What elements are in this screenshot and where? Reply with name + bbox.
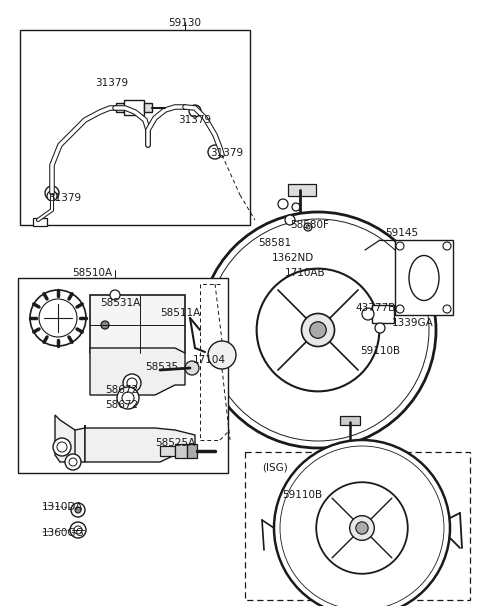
Circle shape: [362, 308, 374, 320]
Circle shape: [304, 223, 312, 231]
Circle shape: [65, 454, 81, 470]
Circle shape: [189, 105, 201, 117]
Circle shape: [110, 290, 120, 300]
Circle shape: [57, 442, 67, 452]
Circle shape: [117, 387, 139, 409]
Text: 58510A: 58510A: [72, 268, 112, 278]
Circle shape: [122, 392, 134, 404]
Circle shape: [301, 313, 335, 347]
Text: 58580F: 58580F: [290, 220, 329, 230]
Text: 58581: 58581: [258, 238, 291, 248]
Circle shape: [101, 321, 109, 329]
Polygon shape: [75, 428, 85, 462]
Bar: [124, 100, 144, 115]
Circle shape: [127, 378, 137, 388]
Circle shape: [71, 503, 85, 517]
Text: 31379: 31379: [210, 148, 243, 158]
Bar: [18, 278, 228, 473]
Circle shape: [208, 341, 236, 369]
Bar: [395, 240, 453, 315]
Circle shape: [375, 323, 385, 333]
Text: 1310DA: 1310DA: [42, 502, 84, 512]
Text: 1362ND: 1362ND: [272, 253, 314, 263]
Text: 43777B: 43777B: [355, 303, 395, 313]
Bar: [116, 103, 124, 112]
Polygon shape: [85, 425, 195, 462]
Text: (ISG): (ISG): [262, 462, 288, 472]
Ellipse shape: [409, 256, 439, 301]
Circle shape: [443, 305, 451, 313]
Circle shape: [443, 242, 451, 250]
Circle shape: [278, 199, 288, 209]
Circle shape: [45, 186, 59, 200]
Circle shape: [185, 361, 199, 375]
Circle shape: [74, 526, 82, 534]
Text: 58672: 58672: [105, 400, 138, 410]
Circle shape: [257, 268, 379, 391]
Circle shape: [280, 446, 444, 606]
Text: 59110B: 59110B: [360, 346, 400, 356]
Bar: [144, 103, 152, 112]
Circle shape: [396, 305, 404, 313]
Text: 1710AB: 1710AB: [285, 268, 325, 278]
Polygon shape: [90, 348, 185, 395]
Bar: [372, 305, 394, 323]
Circle shape: [310, 322, 326, 338]
Text: 58511A: 58511A: [160, 308, 200, 318]
Polygon shape: [55, 415, 78, 462]
Circle shape: [274, 440, 450, 606]
Text: 31379: 31379: [178, 115, 211, 125]
Circle shape: [53, 438, 71, 456]
Text: 58531A: 58531A: [100, 298, 140, 308]
Text: 31379: 31379: [48, 193, 81, 203]
Text: 58535: 58535: [145, 362, 178, 372]
Circle shape: [396, 242, 404, 250]
Circle shape: [69, 458, 77, 466]
Bar: [340, 416, 360, 425]
Circle shape: [200, 212, 436, 448]
Bar: [175, 444, 187, 458]
Circle shape: [356, 522, 368, 534]
Circle shape: [70, 522, 86, 538]
Circle shape: [349, 516, 374, 541]
Circle shape: [316, 482, 408, 574]
Circle shape: [123, 374, 141, 392]
Circle shape: [208, 145, 222, 159]
Bar: [187, 444, 197, 458]
Text: 59145: 59145: [385, 228, 418, 238]
Circle shape: [75, 507, 81, 513]
Text: 58672: 58672: [105, 385, 138, 395]
Bar: [245, 452, 470, 600]
Text: 1339GA: 1339GA: [392, 318, 434, 328]
Circle shape: [30, 290, 86, 346]
Text: 58525A: 58525A: [155, 438, 195, 448]
Text: 1360GG: 1360GG: [42, 528, 84, 538]
Bar: [90, 295, 185, 353]
Circle shape: [285, 215, 295, 225]
Circle shape: [207, 219, 429, 441]
Text: 59130: 59130: [168, 18, 202, 28]
Bar: [33, 218, 47, 226]
Bar: [160, 446, 175, 456]
Text: 17104: 17104: [193, 355, 226, 365]
Bar: [20, 30, 250, 225]
Text: 31379: 31379: [95, 78, 128, 88]
Circle shape: [292, 203, 300, 211]
Circle shape: [39, 299, 77, 337]
Bar: [288, 184, 316, 196]
Circle shape: [306, 225, 310, 229]
Text: 59110B: 59110B: [282, 490, 322, 500]
Circle shape: [47, 191, 57, 201]
